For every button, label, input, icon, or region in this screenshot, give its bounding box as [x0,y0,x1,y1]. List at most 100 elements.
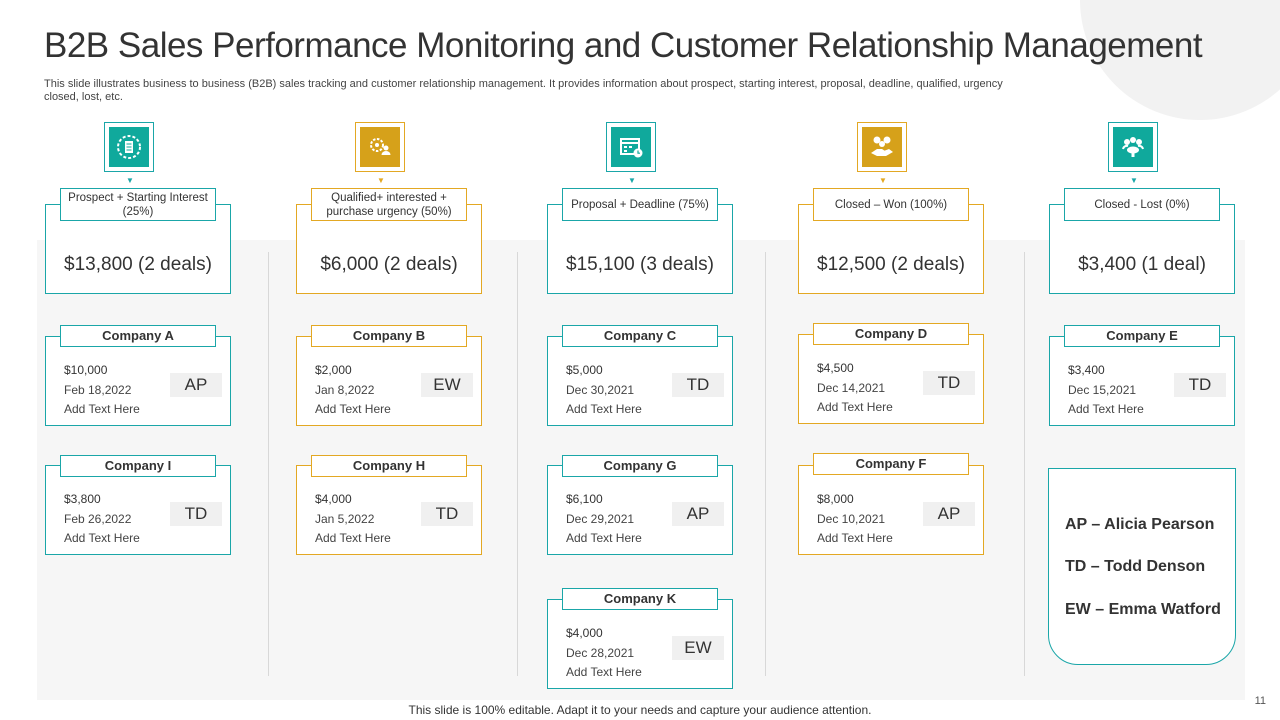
owner-initials: TD [672,373,724,397]
deal-card: $4,000 Jan 5,2022 Add Text Here TD [296,465,482,555]
deal-amount: $4,000 [566,626,603,640]
page-title: B2B Sales Performance Monitoring and Cus… [44,26,1203,65]
deal-date: Dec 15,2021 [1068,383,1137,397]
person-gear-icon [360,127,400,167]
stage-icon-frame [857,122,907,172]
stage-label: Qualified+ interested + purchase urgency… [311,188,467,221]
owner-initials: AP [672,502,724,526]
footer-note: This slide is 100% editable. Adapt it to… [408,703,872,717]
stage-icon-frame [606,122,656,172]
deal-note: Add Text Here [315,531,391,545]
deal-card: $2,000 Jan 8,2022 Add Text Here EW [296,336,482,426]
deal-amount: $8,000 [817,492,854,506]
company-name: Company G [562,455,718,477]
company-name: Company C [562,325,718,347]
deal-amount: $4,000 [315,492,352,506]
deal-card: $3,400 Dec 15,2021 Add Text Here TD [1049,336,1235,426]
deal-card: $5,000 Dec 30,2021 Add Text Here TD [547,336,733,426]
stage-column-prospect: ▼ Prospect + Starting Interest (25%) $13… [37,0,231,720]
stage-column-proposal: ▼ Proposal + Deadline (75%) $15,100 (3 d… [539,0,733,720]
stage-value: $13,800 (2 deals) [64,254,212,275]
meeting-icon [1113,127,1153,167]
deal-card: $8,000 Dec 10,2021 Add Text Here AP [798,465,984,555]
deal-amount: $5,000 [566,363,603,377]
settings-document-icon [109,127,149,167]
deal-card: $3,800 Feb 26,2022 Add Text Here TD [45,465,231,555]
deal-note: Add Text Here [817,400,893,414]
stage-icon-frame [355,122,405,172]
deal-date: Jan 5,2022 [315,512,375,526]
column-divider [1024,252,1025,676]
deal-note: Add Text Here [566,531,642,545]
deal-card: $4,000 Dec 28,2021 Add Text Here EW [547,599,733,689]
owner-initials: EW [421,373,473,397]
stage-column-closed-lost: ▼ Closed - Lost (0%) $3,400 (1 deal) $3,… [1041,0,1235,720]
deal-date: Dec 30,2021 [566,383,635,397]
company-name: Company A [60,325,216,347]
deal-note: Add Text Here [566,402,642,416]
deal-date: Dec 14,2021 [817,381,886,395]
arrow-down-icon: ▼ [1130,176,1138,185]
deal-note: Add Text Here [64,402,140,416]
stage-column-qualified: ▼ Qualified+ interested + purchase urgen… [288,0,482,720]
arrow-down-icon: ▼ [879,176,887,185]
deal-date: Feb 26,2022 [64,512,132,526]
deal-date: Dec 10,2021 [817,512,886,526]
deal-amount: $6,100 [566,492,603,506]
owner-initials: EW [672,636,724,660]
stage-label: Proposal + Deadline (75%) [562,188,718,221]
calendar-clock-icon [611,127,651,167]
legend-item: TD – Todd Denson [1065,558,1206,575]
deal-note: Add Text Here [64,531,140,545]
handshake-money-icon [862,127,902,167]
deal-amount: $3,400 [1068,363,1105,377]
deal-amount: $10,000 [64,363,108,377]
owner-initials: AP [923,502,975,526]
stage-icon-frame [104,122,154,172]
stage-label: Closed - Lost (0%) [1064,188,1220,221]
stage-value: $12,500 (2 deals) [817,254,965,275]
deal-note: Add Text Here [566,665,642,679]
deal-card: $4,500 Dec 14,2021 Add Text Here TD [798,334,984,424]
column-divider [517,252,518,676]
legend-item: EW – Emma Watford [1065,601,1221,618]
stage-value: $15,100 (3 deals) [566,254,714,275]
deal-note: Add Text Here [315,402,391,416]
arrow-down-icon: ▼ [628,176,636,185]
deal-note: Add Text Here [1068,402,1144,416]
deal-date: Feb 18,2022 [64,383,132,397]
deal-note: Add Text Here [817,531,893,545]
company-name: Company E [1064,325,1220,347]
deal-amount: $4,500 [817,361,854,375]
page-subtitle: This slide illustrates business to busin… [44,78,1003,103]
owner-initials: TD [170,502,222,526]
deal-card: $10,000 Feb 18,2022 Add Text Here AP [45,336,231,426]
company-name: Company D [813,323,969,345]
legend-item: AP – Alicia Pearson [1065,516,1215,533]
company-name: Company B [311,325,467,347]
deal-amount: $2,000 [315,363,352,377]
initials-legend: AP – Alicia Pearson TD – Todd Denson EW … [1048,468,1236,665]
company-name: Company I [60,455,216,477]
stage-value: $6,000 (2 deals) [320,254,458,275]
stage-value: $3,400 (1 deal) [1078,254,1206,275]
deal-date: Jan 8,2022 [315,383,375,397]
column-divider [765,252,766,676]
deal-amount: $3,800 [64,492,101,506]
owner-initials: TD [421,502,473,526]
arrow-down-icon: ▼ [377,176,385,185]
deal-date: Dec 29,2021 [566,512,635,526]
owner-initials: AP [170,373,222,397]
stage-column-closed-won: ▼ Closed – Won (100%) $12,500 (2 deals) … [790,0,984,720]
deal-date: Dec 28,2021 [566,646,635,660]
deal-card: $6,100 Dec 29,2021 Add Text Here AP [547,465,733,555]
company-name: Company H [311,455,467,477]
company-name: Company F [813,453,969,475]
owner-initials: TD [923,371,975,395]
stage-icon-frame [1108,122,1158,172]
stage-label: Prospect + Starting Interest (25%) [60,188,216,221]
owner-initials: TD [1174,373,1226,397]
page-number: 11 [1254,695,1266,707]
stage-label: Closed – Won (100%) [813,188,969,221]
arrow-down-icon: ▼ [126,176,134,185]
